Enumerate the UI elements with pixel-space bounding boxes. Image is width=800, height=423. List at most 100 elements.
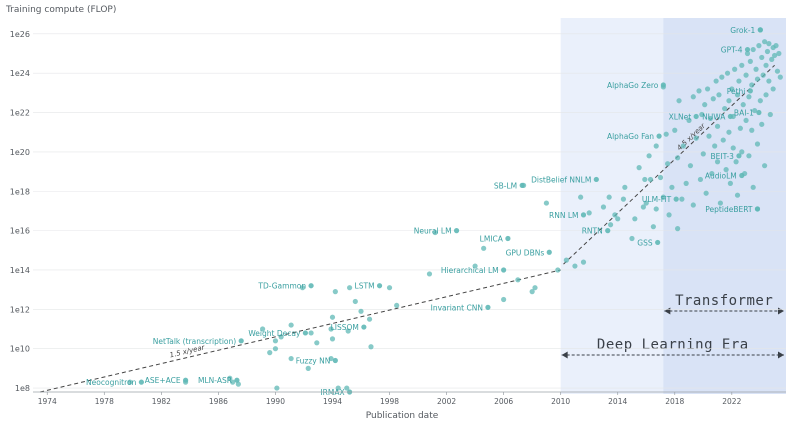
data-point [278,334,284,340]
data-point [643,200,649,206]
data-point [714,123,721,129]
data-point [717,200,723,206]
data-point [345,328,351,334]
x-tick-label: 1974 [38,397,57,406]
data-point [703,190,709,196]
data-point [754,141,761,147]
data-point-lstm [376,283,383,289]
point-label-td-gammon: TD-Gammon [257,282,306,291]
data-point [672,127,678,133]
data-point [660,194,666,200]
x-tick-label: 1978 [95,397,114,406]
point-label-beit-3: BEIT-3 [710,152,734,161]
data-point [777,74,783,80]
data-point [632,216,638,222]
y-tick-label: 1e8 [15,384,30,393]
data-point [432,229,438,236]
data-point [750,46,756,53]
data-point [640,204,646,210]
data-point [774,68,781,74]
data-point [600,204,607,210]
data-point [572,263,578,269]
data-point-ulm-fit [673,196,679,202]
data-point [555,267,561,273]
point-label-lstm: LSTM [355,282,375,291]
x-tick-label: 2014 [608,397,627,406]
data-point [328,355,334,362]
data-point [766,41,772,47]
data-point [734,92,741,98]
data-point [683,180,689,186]
x-tick-label: 1986 [209,397,228,406]
data-point [586,210,592,216]
era-label-transformer: Transformer [675,293,773,309]
era-band-transformer [663,18,786,394]
point-label-nettalk-transcription: NetTalk (transcription) [153,337,237,346]
data-point [563,257,569,263]
data-point-rntn [605,228,611,234]
data-point [636,165,642,171]
data-point [753,66,759,72]
data-point [481,245,487,251]
data-point [769,56,775,62]
data-point [746,94,752,100]
data-point [347,285,353,291]
point-label-xlnet: XLNet [669,112,692,121]
data-point [235,381,241,387]
data-point-xlnet [693,113,699,120]
x-tick-label: 2006 [494,397,513,406]
data-point-gss [655,239,661,246]
data-point [696,88,702,94]
data-point-gpt-4 [744,46,751,53]
data-point-ase-ace [182,377,189,383]
data-point [669,184,675,190]
data-point [344,385,350,391]
data-point [653,206,659,212]
x-tick-label: 1990 [266,397,285,406]
data-point [666,212,672,218]
data-point [726,129,732,135]
point-label-alphago-zero: AlphaGo Zero [607,81,659,90]
data-point [773,43,779,49]
data-point [607,222,614,228]
data-point [332,289,338,295]
data-point [749,82,755,88]
data-point [230,379,236,385]
data-point [752,107,758,114]
data-point [335,385,341,391]
data-point [274,385,280,391]
data-point [734,192,741,198]
data-point-lmica [505,235,511,242]
data-point [747,58,753,64]
data-point [358,308,364,314]
data-point [308,330,314,336]
data-point [329,314,336,320]
point-label-weight-decay: Weight Decay [248,329,301,338]
data-point-peptidebert [754,206,761,212]
point-label-nuwa: NUWA [702,112,726,121]
data-point [366,316,373,322]
x-tick-label: 1998 [380,397,399,406]
data-point [762,163,768,169]
point-label-lmica: LMICA [480,234,504,243]
data-point [727,180,733,186]
data-point [763,62,769,68]
data-point [723,167,729,173]
data-point [612,212,618,218]
data-point [515,277,521,283]
data-point [712,143,718,149]
data-point [305,365,311,371]
data-point [744,50,751,57]
point-label-pethi: Pethi [727,87,746,96]
data-point-audiolm [739,172,745,179]
point-label-alphago-fan: AlphaGo Fan [607,132,654,141]
y-tick-label: 1e26 [10,30,30,39]
data-point [227,375,233,381]
point-label-gpu-dbns: GPU DBNs [506,248,545,257]
data-point [746,153,752,159]
data-point [329,336,336,342]
data-point-nuwa [727,113,733,120]
data-point-sb-lm [519,182,525,188]
data-point-td-gammon [308,283,314,289]
point-label-neocognitron: Neocognitron [86,378,137,387]
